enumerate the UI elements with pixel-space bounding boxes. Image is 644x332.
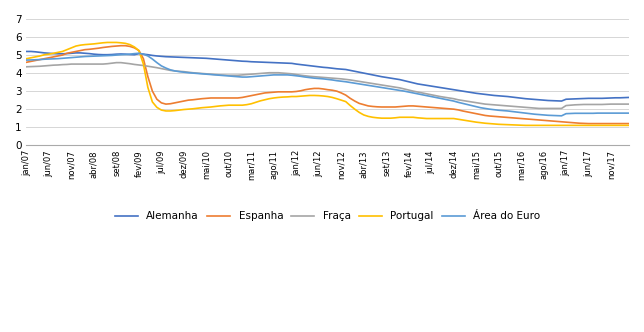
- Espanha: [585, 122, 592, 125]
- Espanha: [594, 122, 601, 125]
- Fraça: [594, 103, 601, 107]
- Line: Portugal: Portugal: [26, 42, 629, 125]
- Espanha: [459, 109, 466, 113]
- Alemanha: [162, 55, 170, 59]
- Portugal: [625, 124, 633, 127]
- Fraça: [553, 107, 561, 111]
- Fraça: [23, 65, 30, 69]
- Alemanha: [558, 99, 565, 103]
- Espanha: [625, 122, 633, 125]
- Portugal: [346, 104, 354, 108]
- Alemanha: [544, 99, 552, 103]
- Área do Euro: [459, 101, 466, 105]
- Fraça: [113, 61, 120, 65]
- Área do Euro: [549, 114, 556, 118]
- Alemanha: [342, 67, 350, 71]
- Área do Euro: [558, 114, 565, 118]
- Portugal: [522, 124, 529, 127]
- Área do Euro: [135, 51, 143, 55]
- Fraça: [346, 78, 354, 82]
- Portugal: [459, 118, 466, 122]
- Portugal: [553, 124, 561, 127]
- Espanha: [549, 119, 556, 123]
- Fraça: [167, 68, 175, 72]
- Fraça: [625, 102, 633, 106]
- Portugal: [369, 115, 377, 119]
- Fraça: [535, 107, 543, 111]
- Área do Euro: [625, 111, 633, 115]
- Alemanha: [625, 95, 633, 99]
- Portugal: [594, 124, 601, 127]
- Área do Euro: [369, 84, 377, 88]
- Portugal: [167, 109, 175, 113]
- Line: Área do Euro: Área do Euro: [26, 53, 629, 116]
- Portugal: [23, 57, 30, 61]
- Espanha: [117, 44, 125, 48]
- Área do Euro: [23, 58, 30, 62]
- Área do Euro: [167, 68, 175, 72]
- Legend: Alemanha, Espanha, Fraça, Portugal, Área do Euro: Alemanha, Espanha, Fraça, Portugal, Área…: [111, 207, 545, 225]
- Alemanha: [23, 49, 30, 53]
- Fraça: [369, 82, 377, 86]
- Line: Alemanha: Alemanha: [26, 51, 629, 101]
- Alemanha: [365, 72, 372, 76]
- Fraça: [459, 99, 466, 103]
- Espanha: [167, 102, 175, 106]
- Alemanha: [454, 88, 462, 92]
- Portugal: [104, 41, 111, 44]
- Espanha: [23, 60, 30, 64]
- Line: Espanha: Espanha: [26, 46, 629, 124]
- Espanha: [369, 105, 377, 109]
- Espanha: [346, 96, 354, 100]
- Line: Fraça: Fraça: [26, 63, 629, 109]
- Área do Euro: [346, 80, 354, 84]
- Área do Euro: [594, 111, 601, 115]
- Alemanha: [589, 96, 597, 100]
